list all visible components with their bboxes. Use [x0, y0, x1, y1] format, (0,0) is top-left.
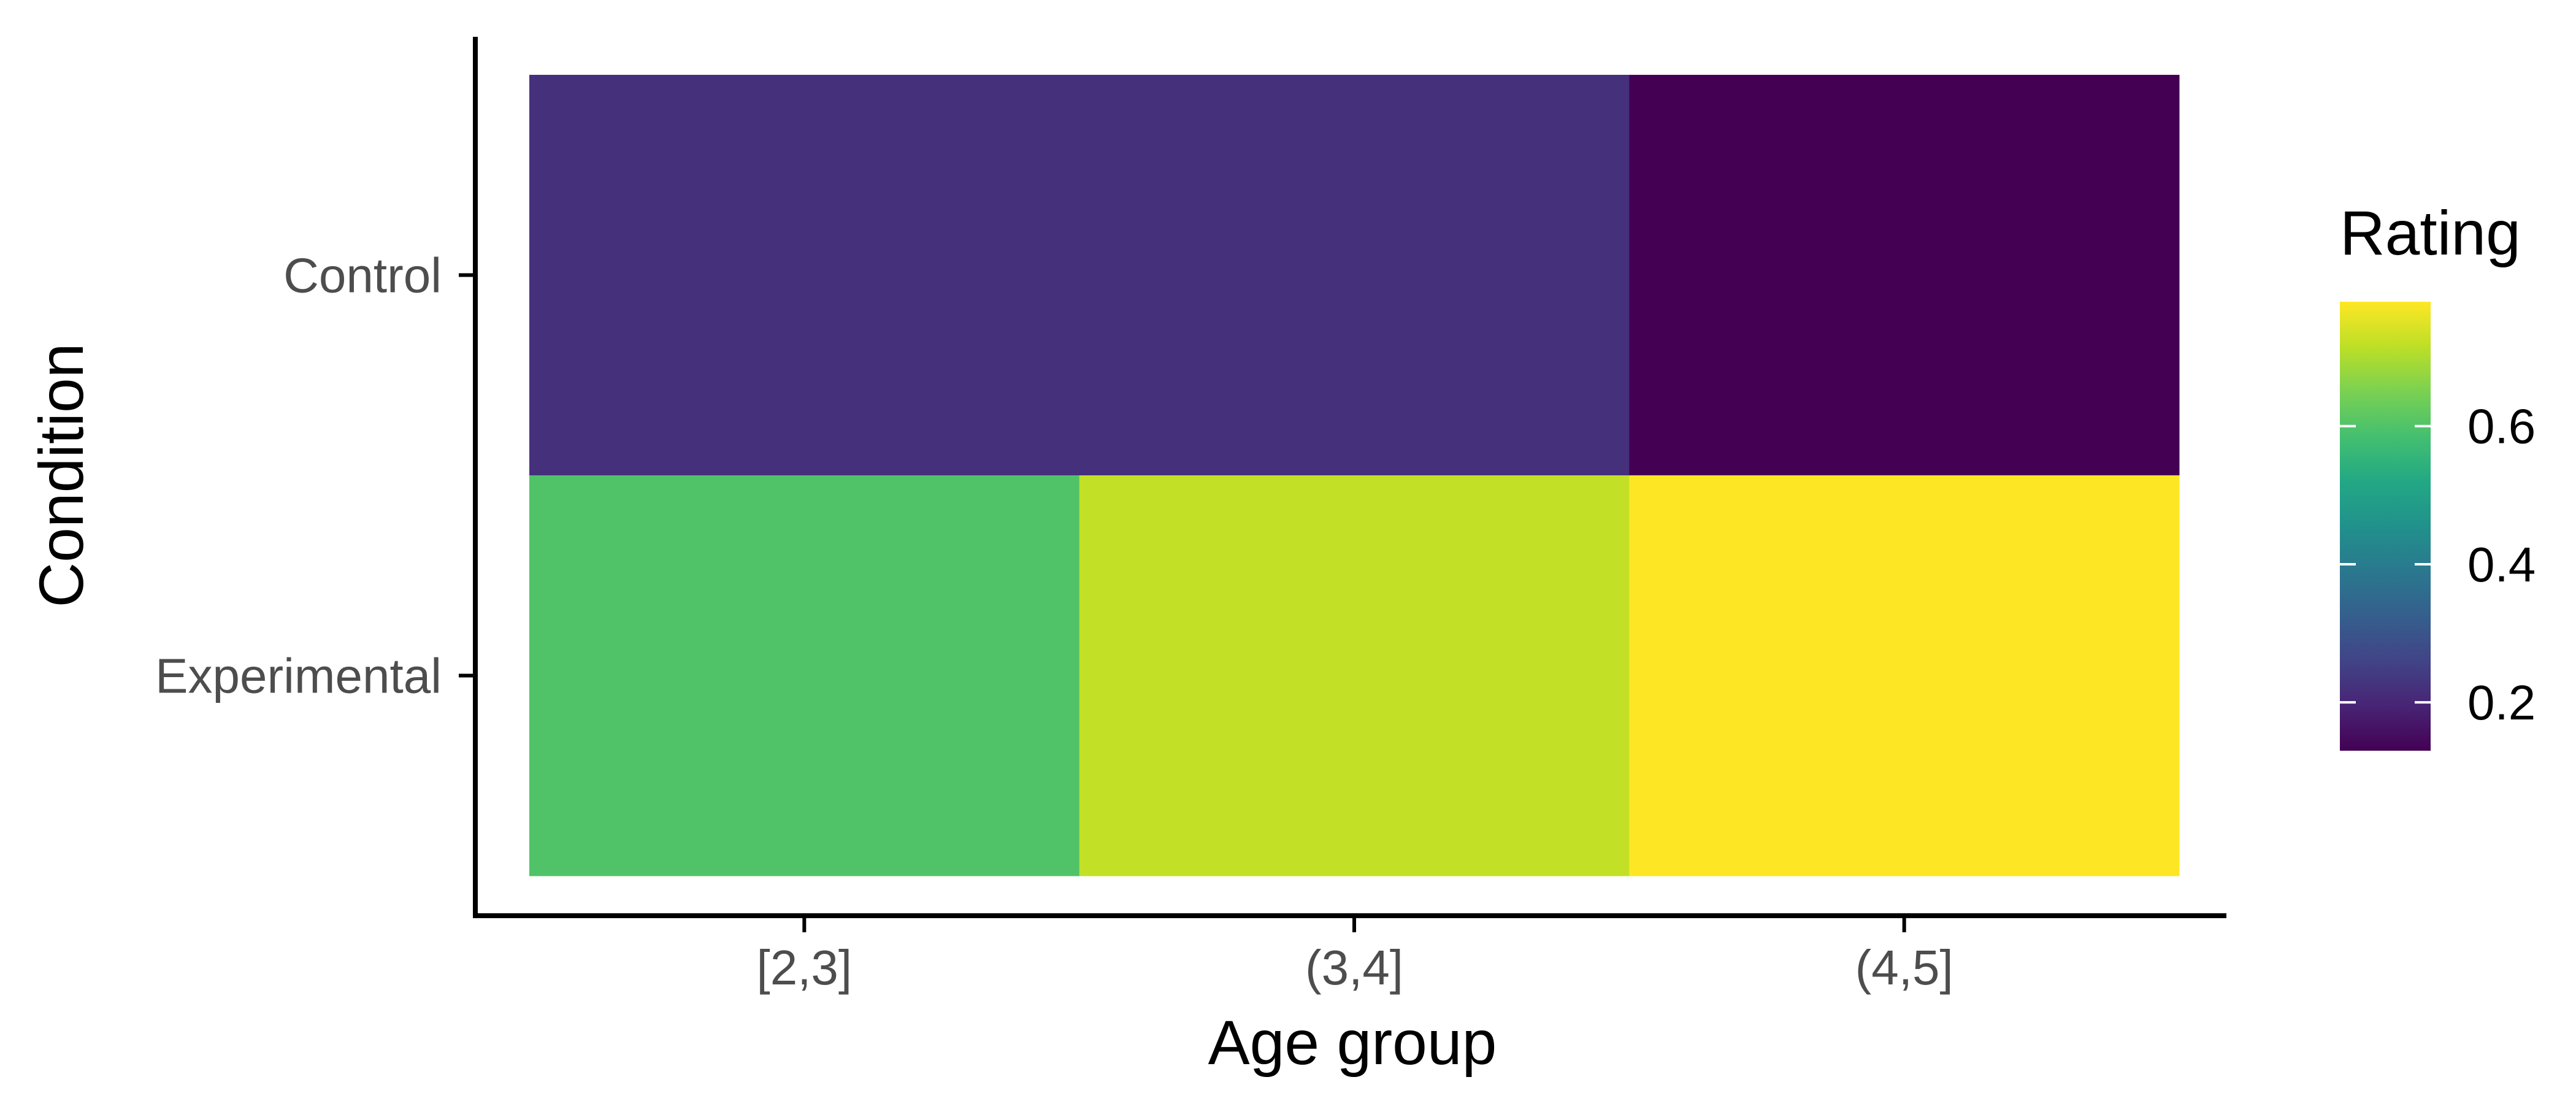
y-tick-label: Control	[283, 248, 442, 303]
y-ticks: Control Experimental	[155, 248, 475, 703]
legend-ticks: 0.2 0.4 0.6	[2340, 399, 2536, 730]
heatmap-cell	[1079, 75, 1630, 476]
colorbar-tick-label: 0.4	[2467, 537, 2536, 592]
heatmap-cell	[1079, 475, 1630, 876]
x-tick-label: (4,5]	[1855, 940, 1953, 995]
x-axis-title: Age group	[1208, 1008, 1497, 1078]
colorbar-tick-label: 0.2	[2467, 675, 2536, 730]
y-tick-label: Experimental	[155, 649, 442, 703]
x-tick-label: (3,4]	[1305, 940, 1403, 995]
heatmap-cell	[529, 475, 1080, 876]
legend-title: Rating	[2340, 198, 2521, 268]
colorbar-tick-label: 0.6	[2467, 399, 2536, 454]
axes	[473, 37, 2226, 918]
x-ticks: [2,3] (3,4] (4,5]	[756, 916, 1953, 995]
heatmap-cell	[1629, 475, 2180, 876]
legend: Rating 0.2 0.4 0.6	[2340, 198, 2536, 751]
heatmap-cells	[529, 75, 2180, 876]
colorbar	[2340, 302, 2431, 751]
y-axis-title: Condition	[26, 343, 96, 608]
x-tick-label: [2,3]	[756, 940, 852, 995]
heatmap-cell	[529, 75, 1080, 476]
heatmap-cell	[1629, 75, 2180, 476]
